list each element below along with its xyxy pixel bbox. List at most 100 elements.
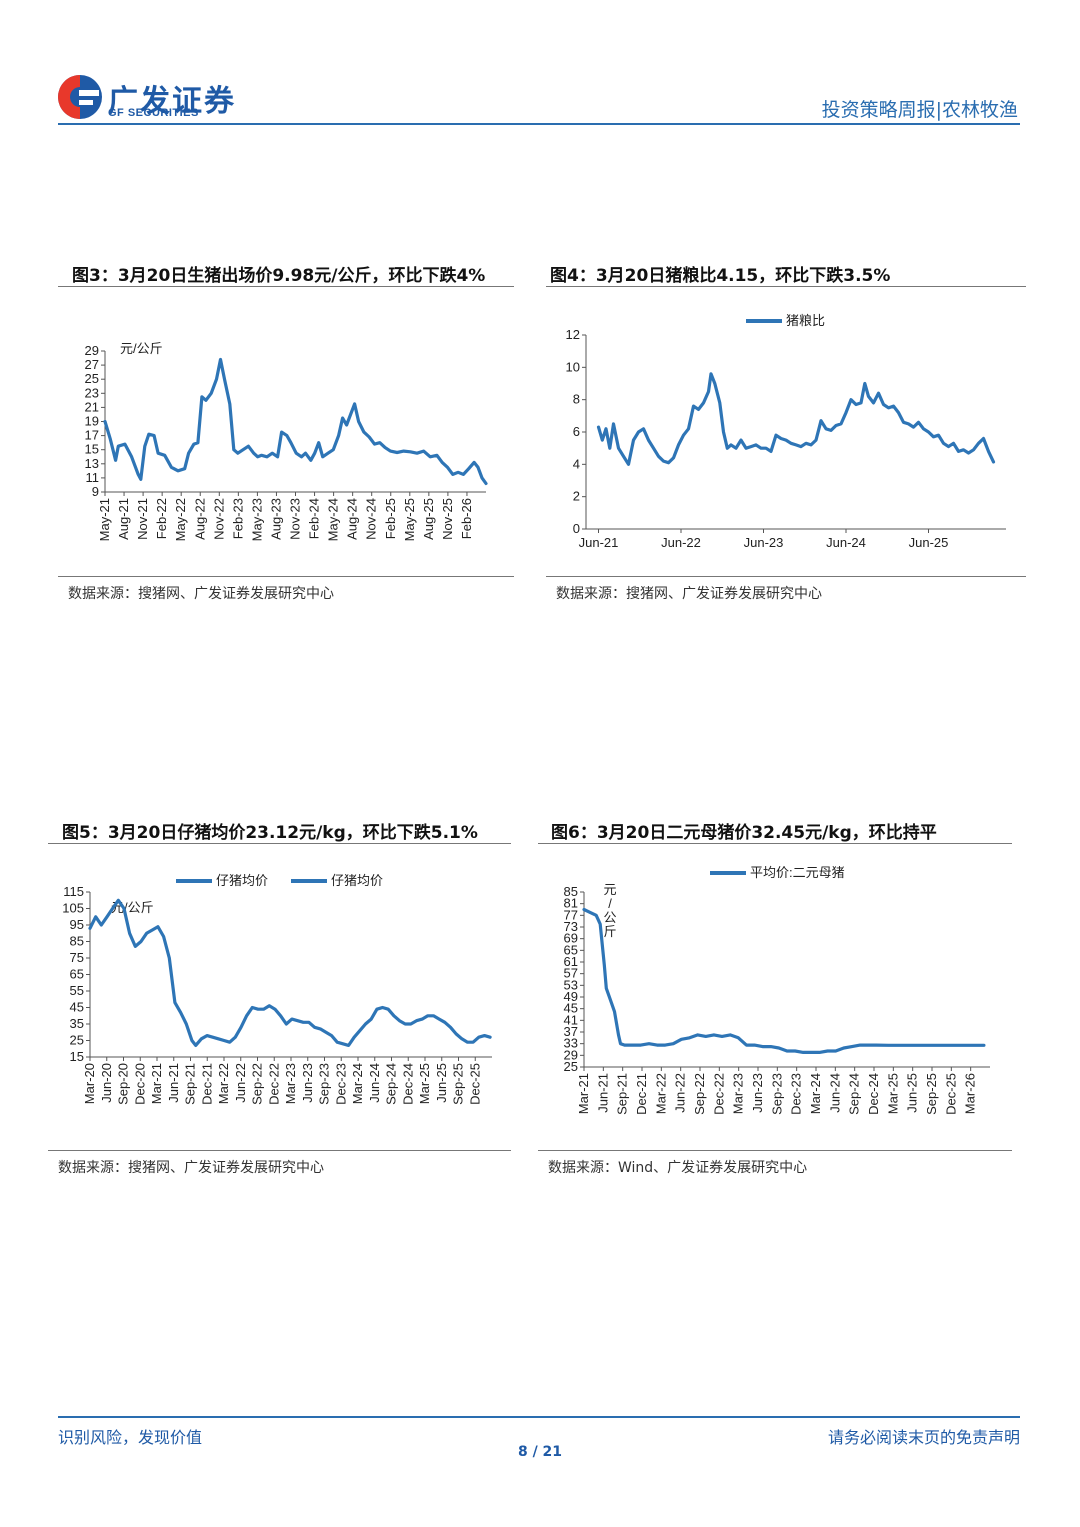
x-tick-label: Dec-24 [400,1063,415,1105]
y-tick-label: 29 [85,343,99,358]
y-tick-label: 53 [564,977,578,992]
header-divider [58,123,1020,125]
x-tick-label: Nov-24 [364,498,379,540]
x-tick-label: Feb-24 [307,498,322,539]
page-number: 8 / 21 [517,1444,563,1460]
x-tick-label: Mar-24 [350,1063,365,1104]
x-tick-label: Dec-25 [467,1063,482,1105]
x-tick-label: Sep-21 [615,1073,630,1115]
x-tick-label: May-23 [249,498,264,541]
legend-label: 平均价:二元母猪 [750,865,845,880]
chart-source-rule [58,576,514,577]
gf-logo-icon [58,75,102,119]
y-tick-label: 45 [70,1000,84,1015]
chart-title: 图3：3月20日生猪出场价9.98元/公斤，环比下跌4% [72,266,486,286]
y-tick-label: 6 [573,424,580,439]
x-tick-label: Jun-22 [673,1073,688,1113]
x-tick-label: Feb-26 [459,498,474,539]
y-tick-label: 11 [86,470,100,485]
y-tick-label: 77 [564,907,578,922]
chart-source-rule [538,1150,1012,1151]
legend-label: 仔猪均价 [216,873,268,888]
y-tick-label: 65 [564,942,578,957]
x-tick-label: Mar-21 [149,1063,164,1104]
x-tick-label: Mar-22 [653,1073,668,1114]
footer-divider [58,1416,1020,1418]
x-tick-label: Jun-20 [99,1063,114,1103]
x-tick-label: May-21 [97,498,112,541]
x-tick-label: May-22 [173,498,188,541]
y-tick-label: 15 [85,442,99,457]
chart-title-rule [48,843,511,844]
y-tick-label: 4 [573,456,580,471]
x-tick-label: Aug-21 [116,498,131,540]
y-tick-label: 15 [70,1049,84,1064]
x-tick-label: Mar-21 [576,1073,591,1114]
x-tick-label: Dec-22 [266,1063,281,1105]
x-tick-label: Dec-21 [199,1063,214,1105]
x-tick-label: Dec-24 [866,1073,881,1115]
series-line [596,372,996,466]
y-tick-label: 49 [564,989,578,1004]
chart-title: 图6：3月20日二元母猪价32.45元/kg，环比持平 [551,823,937,843]
y-tick-label: 35 [70,1016,84,1031]
x-tick-label: Mar-24 [808,1073,823,1114]
y-tick-label: 13 [85,456,99,471]
y-tick-label: 0 [573,521,580,536]
x-tick-label: Aug-23 [268,498,283,540]
chart-title-rule [538,843,1012,844]
y-tick-label: 69 [564,931,578,946]
y-tick-label: 37 [564,1024,578,1039]
x-tick-label: Sep-22 [250,1063,265,1105]
y-tick-label: 25 [85,371,99,386]
x-tick-label: Mar-23 [283,1063,298,1104]
unit-label-char: 公 [603,910,616,925]
x-tick-label: Feb-25 [383,498,398,539]
unit-label-char: 元 [603,882,616,897]
x-tick-label: Dec-20 [132,1063,147,1105]
unit-label-char: / [608,896,612,911]
logo-text-cn: 广发证券 [108,84,236,119]
y-tick-label: 8 [573,392,580,407]
y-tick-label: 41 [564,1012,578,1027]
chart-source: 数据来源：Wind、广发证券发展研究中心 [548,1160,808,1176]
chart-source-rule [546,576,1026,577]
chart-source-rule [48,1150,511,1151]
x-tick-label: May-25 [402,498,417,541]
x-tick-label: Feb-22 [154,498,169,539]
x-tick-label: Jun-25 [434,1063,449,1103]
chart-title: 图4：3月20日猪粮比4.15，环比下跌3.5% [550,266,891,286]
logo-text-en: GF SECURITIES [108,107,199,119]
x-tick-label: Jun-25 [905,1073,920,1113]
x-tick-label: Jun-22 [233,1063,248,1103]
y-tick-label: 12 [566,327,580,342]
x-tick-label: Sep-24 [847,1073,862,1115]
x-tick-label: Jun-24 [367,1063,382,1103]
x-tick-label: Sep-25 [451,1063,466,1105]
legend-label: 仔猪均价 [331,873,383,888]
x-tick-label: Dec-23 [333,1063,348,1105]
x-tick-label: Mar-25 [885,1073,900,1114]
y-tick-label: 45 [564,1001,578,1016]
y-tick-label: 61 [564,954,578,969]
legend-label: 猪粮比 [786,313,825,328]
chart-title: 图5：3月20日仔猪均价23.12元/kg，环比下跌5.1% [62,823,478,843]
y-tick-label: 27 [85,357,99,372]
y-tick-label: 19 [85,414,99,429]
chart-hog-grain-ratio: 0 2 4 6 8 10 12 Jun-21 Jun-22 Jun-23 Jun-24 Jun-25 猪… [566,313,1006,550]
x-tick-label: Jun-23 [744,535,784,550]
y-tick-label: 25 [564,1059,578,1074]
x-tick-label: Jun-24 [827,1073,842,1113]
x-tick-label: Jun-21 [579,535,619,550]
x-tick-label: Dec-25 [943,1073,958,1115]
x-tick-label: Jun-22 [661,535,701,550]
footer-slogan: 识别风险，发现价值 [58,1428,203,1447]
x-tick-label: Nov-22 [211,498,226,540]
report-category: 投资策略周报|农林牧渔 [821,99,1018,121]
x-tick-label: Mar-26 [963,1073,978,1114]
x-tick-label: Dec-22 [711,1073,726,1115]
y-tick-label: 65 [70,967,84,982]
